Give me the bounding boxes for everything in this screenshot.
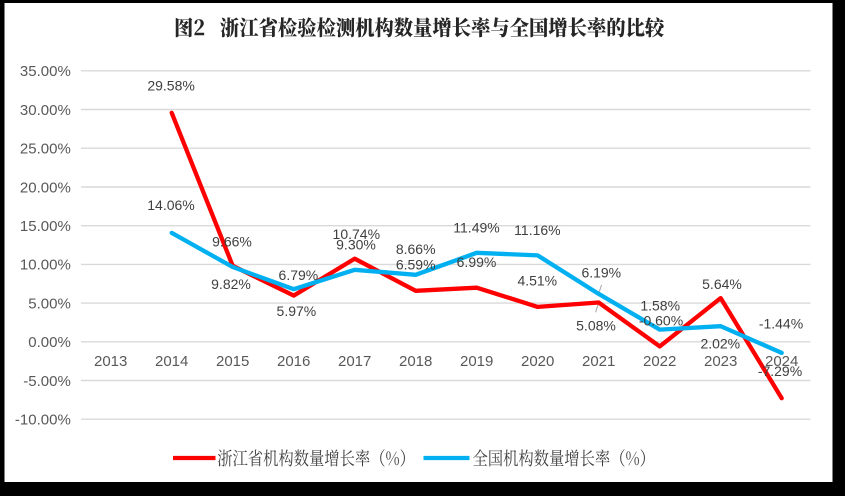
svg-text:5.64%: 5.64% (702, 276, 742, 292)
svg-text:0.00%: 0.00% (28, 334, 71, 351)
svg-text:5.00%: 5.00% (28, 295, 71, 312)
svg-text:1.58%: 1.58% (640, 298, 680, 314)
svg-text:2014: 2014 (155, 353, 188, 370)
svg-text:9.66%: 9.66% (212, 234, 252, 250)
svg-text:11.16%: 11.16% (514, 222, 560, 238)
svg-text:2024: 2024 (765, 353, 798, 370)
svg-text:-1.44%: -1.44% (759, 316, 803, 332)
svg-text:30.00%: 30.00% (20, 102, 71, 119)
svg-text:-0.60%: -0.60% (639, 313, 683, 329)
svg-text:5.08%: 5.08% (576, 317, 616, 333)
svg-text:6.59%: 6.59% (396, 256, 436, 272)
svg-text:4.51%: 4.51% (517, 272, 557, 288)
svg-text:6.19%: 6.19% (581, 265, 621, 281)
svg-text:5.97%: 5.97% (277, 303, 317, 319)
svg-text:2022: 2022 (643, 353, 676, 370)
svg-text:2018: 2018 (399, 353, 432, 370)
svg-text:2020: 2020 (521, 353, 554, 370)
svg-text:-7.29%: -7.29% (758, 363, 802, 379)
svg-text:20.00%: 20.00% (20, 179, 71, 196)
svg-text:-5.00%: -5.00% (23, 373, 71, 390)
svg-text:2.02%: 2.02% (700, 336, 740, 352)
svg-text:8.66%: 8.66% (396, 241, 436, 257)
svg-text:15.00%: 15.00% (20, 218, 71, 235)
svg-text:10.74%: 10.74% (333, 226, 380, 242)
svg-text:14.06%: 14.06% (147, 197, 194, 213)
svg-text:10.00%: 10.00% (20, 257, 71, 274)
svg-text:2023: 2023 (704, 353, 737, 370)
svg-text:2015: 2015 (216, 353, 249, 370)
svg-text:25.00%: 25.00% (20, 141, 71, 158)
svg-text:2016: 2016 (277, 353, 310, 370)
svg-text:2019: 2019 (460, 353, 493, 370)
svg-text:11.49%: 11.49% (453, 219, 499, 235)
svg-text:29.58%: 29.58% (147, 77, 194, 93)
svg-text:2021: 2021 (582, 353, 615, 370)
svg-text:9.82%: 9.82% (211, 276, 251, 292)
svg-text:2017: 2017 (338, 353, 371, 370)
svg-text:2013: 2013 (94, 353, 127, 370)
svg-text:35.00%: 35.00% (20, 63, 71, 80)
svg-text:6.99%: 6.99% (457, 254, 497, 270)
svg-text:6.79%: 6.79% (279, 267, 319, 283)
svg-text:-10.00%: -10.00% (15, 412, 71, 429)
svg-text:9.30%: 9.30% (336, 236, 376, 252)
